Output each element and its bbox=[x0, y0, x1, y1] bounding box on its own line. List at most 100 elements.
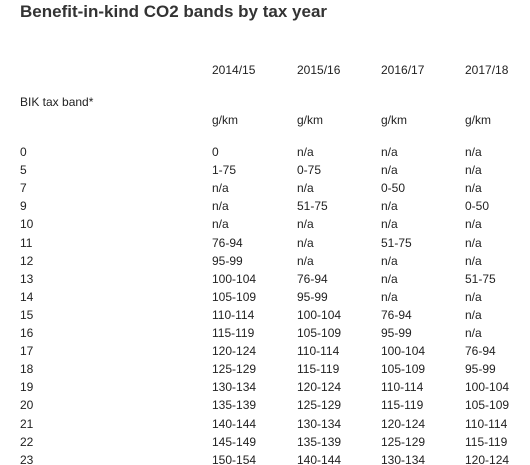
year-header: 2016/17 bbox=[381, 63, 425, 77]
range-cell: 135-139 bbox=[212, 398, 257, 413]
band-cell: 14 bbox=[20, 289, 34, 304]
range-cell: n/a bbox=[381, 145, 398, 159]
range-cell: 110-114 bbox=[297, 344, 340, 359]
band-cell: 17 bbox=[20, 344, 34, 359]
unit-label: g/km bbox=[465, 113, 492, 127]
range-cell: n/a bbox=[465, 307, 482, 322]
unit-label: g/km bbox=[212, 113, 239, 127]
range-cell: n/a bbox=[297, 181, 314, 196]
year-header: 2014/15 bbox=[212, 63, 256, 77]
range-cell: 110-114 bbox=[212, 307, 255, 322]
band-cell: 23 bbox=[20, 452, 34, 465]
range-cell: 125-129 bbox=[297, 398, 342, 413]
range-cell: 130-134 bbox=[297, 416, 342, 431]
band-cell: 19 bbox=[20, 380, 34, 395]
range-cell: 95-99 bbox=[297, 289, 328, 304]
year-header: 2017/18 bbox=[465, 63, 509, 77]
range-cell: 100-104 bbox=[297, 307, 342, 322]
band-cell: 21 bbox=[20, 416, 34, 431]
range-cell: n/a bbox=[465, 253, 482, 268]
band-cell: 10 bbox=[20, 217, 34, 232]
range-cell: 0-50 bbox=[381, 181, 406, 196]
range-cell: n/a bbox=[381, 253, 398, 268]
band-cell: 7 bbox=[20, 181, 27, 196]
range-cell: 115-119 bbox=[465, 434, 508, 449]
range-cell: n/a bbox=[381, 217, 398, 232]
range-cell: 76-94 bbox=[465, 344, 496, 359]
range-cell: 105-109 bbox=[212, 289, 257, 304]
band-cell: 0 bbox=[20, 145, 27, 159]
range-cell: 51-75 bbox=[297, 199, 328, 214]
range-cell: 105-109 bbox=[297, 326, 342, 340]
range-cell: 0-75 bbox=[297, 163, 322, 178]
range-cell: n/a bbox=[465, 145, 482, 159]
range-cell: 125-129 bbox=[212, 362, 257, 377]
range-cell: n/a bbox=[381, 199, 398, 214]
range-cell: 76-94 bbox=[381, 307, 412, 322]
range-cell: 0-50 bbox=[465, 199, 490, 214]
range-cell: 120-124 bbox=[297, 380, 342, 395]
range-cell: n/a bbox=[381, 289, 398, 304]
range-cell: 95-99 bbox=[465, 362, 496, 377]
band-cell: 5 bbox=[20, 163, 27, 178]
range-cell: n/a bbox=[381, 271, 398, 286]
range-cell: 51-75 bbox=[465, 271, 496, 286]
range-cell: 95-99 bbox=[381, 326, 412, 340]
range-cell: n/a bbox=[212, 181, 229, 196]
range-cell: 1-75 bbox=[212, 163, 237, 178]
range-cell: n/a bbox=[212, 217, 229, 232]
range-cell: 130-134 bbox=[381, 452, 426, 465]
range-cell: 105-109 bbox=[381, 362, 426, 377]
page-title: Benefit-in-kind CO2 bands by tax year bbox=[20, 2, 328, 21]
unit-label: g/km bbox=[297, 113, 324, 127]
range-cell: n/a bbox=[465, 235, 482, 250]
range-cell: 51-75 bbox=[381, 235, 412, 250]
range-cell: 130-134 bbox=[212, 380, 257, 395]
range-cell: 120-124 bbox=[381, 416, 426, 431]
range-cell: 140-144 bbox=[212, 416, 257, 431]
range-cell: n/a bbox=[297, 217, 314, 232]
range-cell: 0 bbox=[212, 145, 219, 159]
year-header: 2015/16 bbox=[297, 63, 341, 77]
range-cell: 110-114 bbox=[465, 416, 508, 431]
range-cell: 105-109 bbox=[465, 398, 510, 413]
band-cell: 16 bbox=[20, 326, 34, 340]
range-cell: 120-124 bbox=[465, 452, 510, 465]
range-cell: 110-114 bbox=[381, 380, 424, 395]
range-cell: n/a bbox=[465, 217, 482, 232]
range-cell: n/a bbox=[465, 181, 482, 196]
unit-label: g/km bbox=[381, 113, 408, 127]
range-cell: 76-94 bbox=[297, 271, 328, 286]
range-cell: n/a bbox=[465, 326, 482, 340]
range-cell: n/a bbox=[465, 163, 482, 178]
range-cell: 100-104 bbox=[212, 271, 257, 286]
range-cell: 100-104 bbox=[465, 380, 510, 395]
band-cell: 12 bbox=[20, 253, 34, 268]
band-cell: 15 bbox=[20, 307, 34, 322]
range-cell: 115-119 bbox=[297, 362, 340, 377]
range-cell: 140-144 bbox=[297, 452, 342, 465]
range-cell: 120-124 bbox=[212, 344, 257, 359]
range-cell: 125-129 bbox=[381, 434, 426, 449]
band-header: BIK tax band* bbox=[20, 95, 94, 109]
range-cell: n/a bbox=[465, 289, 482, 304]
band-cell: 11 bbox=[20, 235, 33, 250]
range-cell: n/a bbox=[297, 235, 314, 250]
range-cell: n/a bbox=[297, 253, 314, 268]
range-cell: 100-104 bbox=[381, 344, 426, 359]
range-cell: 135-139 bbox=[297, 434, 342, 449]
band-cell: 20 bbox=[20, 398, 34, 413]
range-cell: n/a bbox=[297, 145, 314, 159]
band-cell: 18 bbox=[20, 362, 34, 377]
range-cell: 145-149 bbox=[212, 434, 257, 449]
band-cell: 9 bbox=[20, 199, 27, 214]
range-cell: n/a bbox=[212, 199, 229, 214]
range-cell: n/a bbox=[381, 163, 398, 178]
band-cell: 22 bbox=[20, 434, 34, 449]
range-cell: 115-119 bbox=[381, 398, 424, 413]
range-cell: 76-94 bbox=[212, 235, 243, 250]
range-cell: 115-119 bbox=[212, 326, 255, 340]
range-cell: 150-154 bbox=[212, 452, 257, 465]
range-cell: 95-99 bbox=[212, 253, 243, 268]
band-cell: 13 bbox=[20, 271, 34, 286]
